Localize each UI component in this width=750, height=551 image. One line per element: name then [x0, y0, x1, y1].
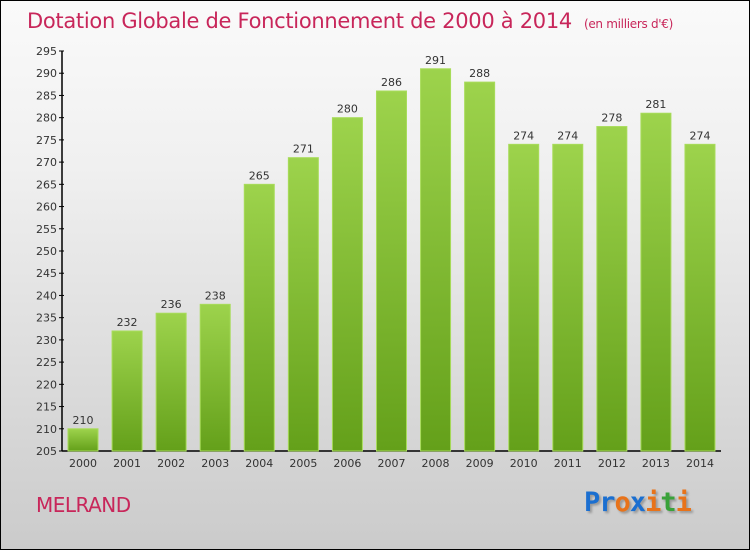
value-label-2002: 236 — [161, 298, 182, 311]
bar-2014 — [684, 143, 716, 452]
commune-name: MELRAND — [36, 493, 131, 517]
unit-label: (en milliers d'€) — [583, 17, 673, 31]
y-tick-label: 220 — [36, 378, 57, 391]
value-label-2014: 274 — [689, 129, 710, 142]
value-label-2003: 238 — [205, 289, 226, 302]
x-tick-label-2004: 2004 — [245, 457, 273, 470]
x-tick-label-2009: 2009 — [466, 457, 494, 470]
x-tick-label-2014: 2014 — [686, 457, 714, 470]
bar-2009 — [464, 81, 496, 452]
bar-2001 — [111, 330, 143, 452]
logo-letter: o — [614, 487, 631, 518]
y-tick-label: 205 — [36, 445, 57, 458]
logo-letter: P — [584, 487, 600, 518]
x-tick-label-2001: 2001 — [113, 457, 141, 470]
y-tick-label: 295 — [36, 45, 57, 58]
value-label-2011: 274 — [557, 129, 578, 142]
logo-letter: i — [675, 487, 692, 518]
bar-2010 — [508, 143, 540, 452]
y-tick-label: 260 — [36, 201, 57, 214]
value-label-2008: 291 — [425, 54, 446, 67]
value-label-2013: 281 — [645, 98, 666, 111]
value-label-2007: 286 — [381, 76, 402, 89]
value-label-2010: 274 — [513, 129, 534, 142]
y-tick-label: 210 — [36, 423, 57, 436]
bar-2013 — [640, 112, 672, 452]
bar-2011 — [552, 143, 584, 452]
x-tick-label-2006: 2006 — [333, 457, 361, 470]
x-tick-label-2008: 2008 — [422, 457, 450, 470]
y-tick-label: 280 — [36, 112, 57, 125]
value-label-2012: 278 — [601, 112, 622, 125]
y-tick-label: 270 — [36, 156, 57, 169]
bar-2002 — [155, 312, 187, 452]
title-text: Dotation Globale de Fonctionnement de 20… — [27, 9, 572, 33]
y-tick-label: 225 — [36, 356, 57, 369]
logo-letter: t — [660, 487, 676, 518]
bar-2006 — [331, 117, 363, 452]
chart-title: Dotation Globale de Fonctionnement de 20… — [27, 9, 673, 33]
logo-letter: r — [599, 487, 615, 518]
y-tick-label: 250 — [36, 245, 57, 258]
value-label-2000: 210 — [73, 414, 94, 427]
logo-letter: x — [629, 487, 646, 518]
bar-2005 — [287, 157, 319, 452]
bar-2007 — [375, 90, 407, 452]
x-tick-label-2007: 2007 — [377, 457, 405, 470]
x-tick-label-2010: 2010 — [510, 457, 538, 470]
x-tick-label-2000: 2000 — [69, 457, 97, 470]
x-tick-label-2011: 2011 — [554, 457, 582, 470]
proxiti-logo: Proxiti — [584, 487, 692, 518]
y-tick-label: 235 — [36, 312, 57, 325]
y-tick-label: 240 — [36, 289, 57, 302]
x-tick-label-2012: 2012 — [598, 457, 626, 470]
bar-2000 — [67, 428, 99, 452]
value-label-2005: 271 — [293, 143, 314, 156]
x-tick-label-2002: 2002 — [157, 457, 185, 470]
logo-letter: i — [645, 487, 661, 518]
value-label-2006: 280 — [337, 103, 358, 116]
y-tick-label: 275 — [36, 134, 57, 147]
y-tick-label: 265 — [36, 178, 57, 191]
value-label-2004: 265 — [249, 169, 270, 182]
y-tick-label: 230 — [36, 334, 57, 347]
y-tick-label: 215 — [36, 401, 57, 414]
y-tick-label: 290 — [36, 67, 57, 80]
bar-2012 — [596, 126, 628, 452]
y-tick-label: 245 — [36, 267, 57, 280]
value-label-2009: 288 — [469, 67, 490, 80]
bar-2008 — [420, 68, 452, 452]
x-tick-label-2003: 2003 — [201, 457, 229, 470]
y-tick-label: 285 — [36, 89, 57, 102]
y-tick-label: 255 — [36, 223, 57, 236]
x-tick-label-2013: 2013 — [642, 457, 670, 470]
x-tick-label-2005: 2005 — [289, 457, 317, 470]
bar-2003 — [199, 303, 231, 452]
bar-2004 — [243, 183, 275, 452]
value-label-2001: 232 — [117, 316, 138, 329]
